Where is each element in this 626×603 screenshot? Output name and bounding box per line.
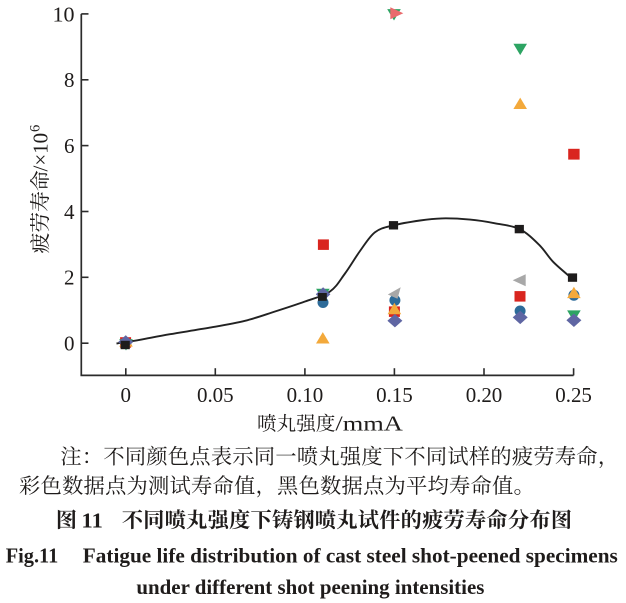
svg-text:0.15: 0.15	[376, 383, 413, 407]
svg-text:10: 10	[53, 2, 75, 26]
svg-text:2: 2	[64, 266, 75, 290]
svg-text:6: 6	[64, 134, 75, 158]
svg-text:/×10: /×10	[29, 133, 53, 172]
svg-text:8: 8	[64, 68, 75, 92]
svg-text:0: 0	[121, 383, 132, 407]
svg-text:/mmA: /mmA	[335, 411, 404, 435]
svg-text:0: 0	[64, 332, 75, 356]
svg-text:0.20: 0.20	[466, 383, 503, 407]
svg-text:0.05: 0.05	[197, 383, 234, 407]
svg-text:4: 4	[64, 200, 75, 224]
svg-text:0.10: 0.10	[287, 383, 324, 407]
svg-text:Fatigue life distribution of c: Fatigue life distribution of cast steel …	[83, 543, 618, 567]
svg-text:0.25: 0.25	[555, 383, 592, 407]
svg-text:Fig.11: Fig.11	[6, 543, 59, 567]
svg-text:under different shot peening i: under different shot peening intensities	[136, 575, 484, 599]
svg-text:11: 11	[81, 508, 103, 532]
svg-text:6: 6	[28, 125, 44, 132]
